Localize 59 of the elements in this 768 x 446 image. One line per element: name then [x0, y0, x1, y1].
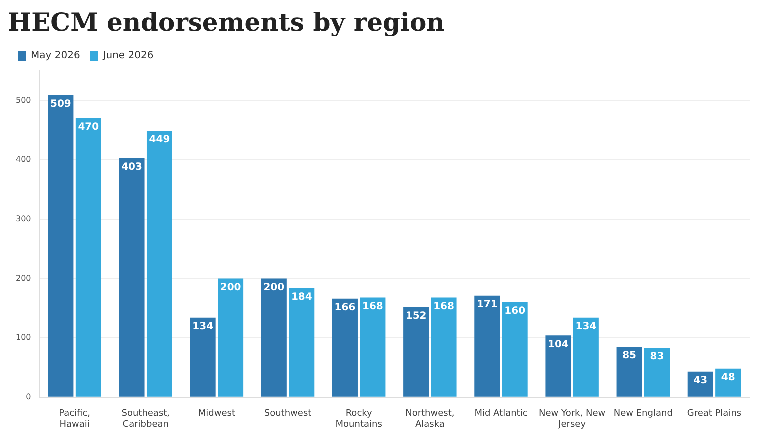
data-label: 43	[694, 375, 708, 386]
y-tick-label: 300	[16, 214, 32, 224]
bar	[573, 318, 599, 397]
y-tick-label: 400	[16, 155, 32, 164]
bar	[404, 307, 430, 397]
x-tick-label: Pacific, Hawaii	[59, 409, 91, 430]
data-label: 85	[622, 350, 637, 362]
x-tick-label: Rocky Mountains	[336, 409, 383, 430]
x-tick-label: Southwest	[264, 409, 312, 420]
data-label: 152	[406, 310, 427, 322]
x-tick-label: New York, New Jersey	[539, 409, 606, 430]
bar	[502, 302, 528, 397]
x-tick-label: Northwest, Alaska	[406, 409, 455, 430]
data-label: 48	[721, 372, 736, 384]
data-label: 160	[504, 306, 526, 318]
chart-title: HECM endorsements by region	[8, 8, 446, 37]
bar	[332, 298, 358, 397]
legend-label: June 2026	[102, 50, 154, 62]
data-label: 449	[149, 134, 170, 146]
data-label: 168	[362, 301, 384, 312]
x-tick-label: Southeast, Caribbean	[122, 409, 170, 430]
bar	[474, 296, 500, 397]
data-label: 470	[78, 122, 100, 134]
data-label: 509	[50, 98, 72, 110]
bar	[360, 298, 386, 397]
bar	[190, 318, 216, 397]
x-tick-label: Midwest	[198, 409, 236, 420]
data-label: 168	[434, 301, 455, 312]
y-tick-label: 100	[16, 333, 32, 342]
data-label: 104	[548, 339, 569, 350]
bar	[48, 95, 74, 397]
bar	[146, 130, 172, 397]
data-label: 83	[650, 352, 664, 363]
data-label: 134	[192, 321, 214, 332]
bar	[716, 368, 742, 397]
data-label: 184	[291, 292, 312, 303]
bar	[218, 278, 244, 397]
bar	[616, 346, 642, 397]
data-label: 403	[122, 162, 142, 173]
bar	[119, 158, 145, 397]
y-tick-label: 200	[16, 274, 32, 283]
bar	[261, 278, 287, 397]
x-tick-label: New England	[614, 409, 673, 420]
bar	[76, 118, 102, 397]
legend-label: May 2026	[31, 50, 80, 62]
y-tick-label: 500	[16, 96, 32, 105]
bar	[546, 336, 572, 397]
bar	[644, 348, 670, 397]
data-label: 200	[264, 282, 285, 294]
x-tick-label: Great Plains	[687, 409, 742, 420]
data-label: 166	[334, 302, 356, 314]
y-tick-label: 0	[26, 392, 32, 402]
data-label: 200	[220, 282, 242, 294]
bar	[431, 298, 457, 397]
data-label: 134	[576, 321, 597, 332]
bar	[289, 288, 315, 397]
bar	[688, 372, 714, 397]
data-label: 171	[476, 300, 498, 311]
x-tick-label: Mid Atlantic	[474, 409, 528, 420]
